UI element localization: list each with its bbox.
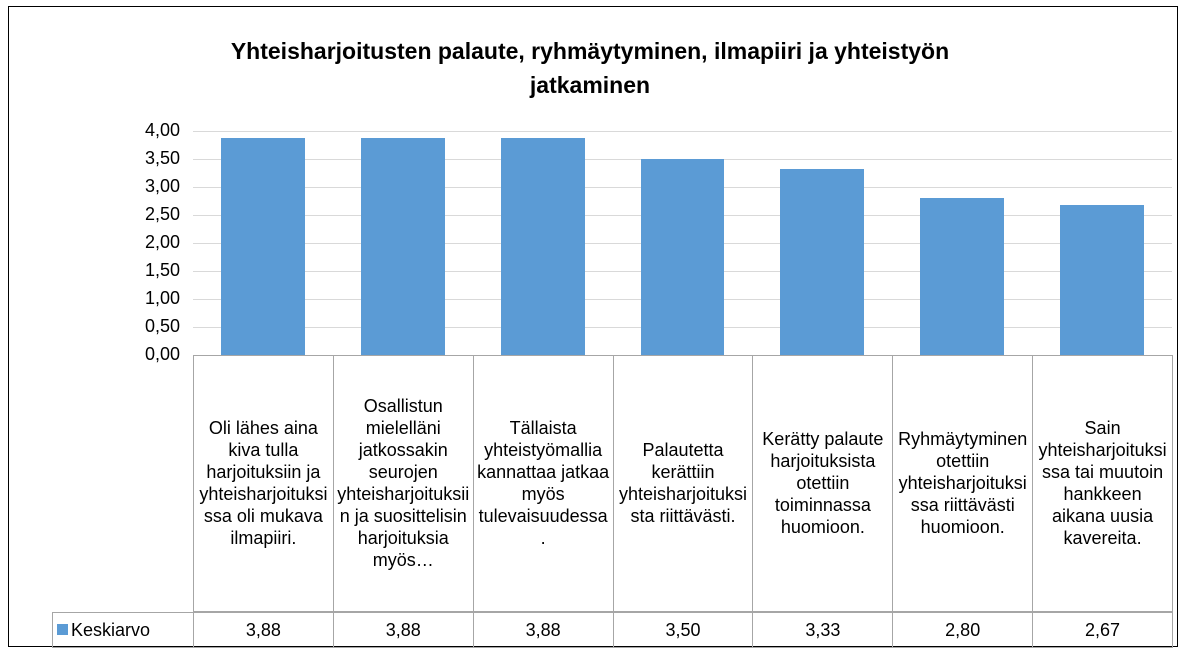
legend-label: Keskiarvo bbox=[71, 619, 151, 640]
value-label: 3,88 bbox=[472, 612, 613, 648]
x-tick-label: Osallistun mielelläni jatkossakin seuroj… bbox=[332, 355, 473, 612]
table-line bbox=[52, 612, 1172, 613]
y-tick-label: 0,00 bbox=[144, 344, 180, 364]
table-line bbox=[1172, 355, 1173, 648]
bar bbox=[1060, 205, 1145, 355]
legend-cell: Keskiarvo bbox=[52, 612, 193, 648]
value-label: 3,88 bbox=[193, 612, 333, 648]
grid-line bbox=[193, 131, 1172, 132]
bar bbox=[220, 137, 305, 355]
value-label: 3,50 bbox=[612, 612, 753, 648]
bar bbox=[500, 137, 585, 355]
x-tick-label: Ryhmäytyminen otettiin yhteisharjoituksi… bbox=[892, 355, 1033, 612]
bar bbox=[920, 198, 1005, 355]
value-label: 3,33 bbox=[752, 612, 893, 648]
chart-border bbox=[8, 6, 1178, 647]
y-tick-label: 0,50 bbox=[144, 316, 180, 336]
value-label: 3,88 bbox=[332, 612, 473, 648]
y-tick-label: 3,50 bbox=[144, 148, 180, 168]
value-label: 2,80 bbox=[892, 612, 1033, 648]
y-tick-label: 3,00 bbox=[144, 176, 180, 196]
y-tick-label: 1,50 bbox=[144, 260, 180, 280]
x-tick-label: Oli lähes aina kiva tulla harjoituksiin … bbox=[193, 355, 333, 612]
y-tick-label: 4,00 bbox=[144, 120, 180, 140]
x-tick-label: Sain yhteisharjoituksissa tai muutoin ha… bbox=[1032, 355, 1172, 612]
y-tick-label: 2,00 bbox=[144, 232, 180, 252]
y-tick-label: 1,00 bbox=[144, 288, 180, 308]
value-label: 2,67 bbox=[1032, 612, 1172, 648]
table-line bbox=[193, 355, 1172, 356]
bar bbox=[780, 168, 865, 355]
chart-title: Yhteisharjoitusten palaute, ryhmäytymine… bbox=[230, 38, 950, 98]
legend-swatch bbox=[57, 624, 68, 635]
x-tick-label: Kerätty palaute harjoituksista otettiin … bbox=[752, 355, 893, 612]
bar bbox=[360, 137, 445, 355]
x-tick-label: Palautetta kerättiin yhteisharjoituksist… bbox=[612, 355, 753, 612]
bar bbox=[640, 159, 725, 355]
y-tick-label: 2,50 bbox=[144, 204, 180, 224]
x-tick-label: Tällaista yhteistyömallia kannattaa jatk… bbox=[472, 355, 613, 612]
